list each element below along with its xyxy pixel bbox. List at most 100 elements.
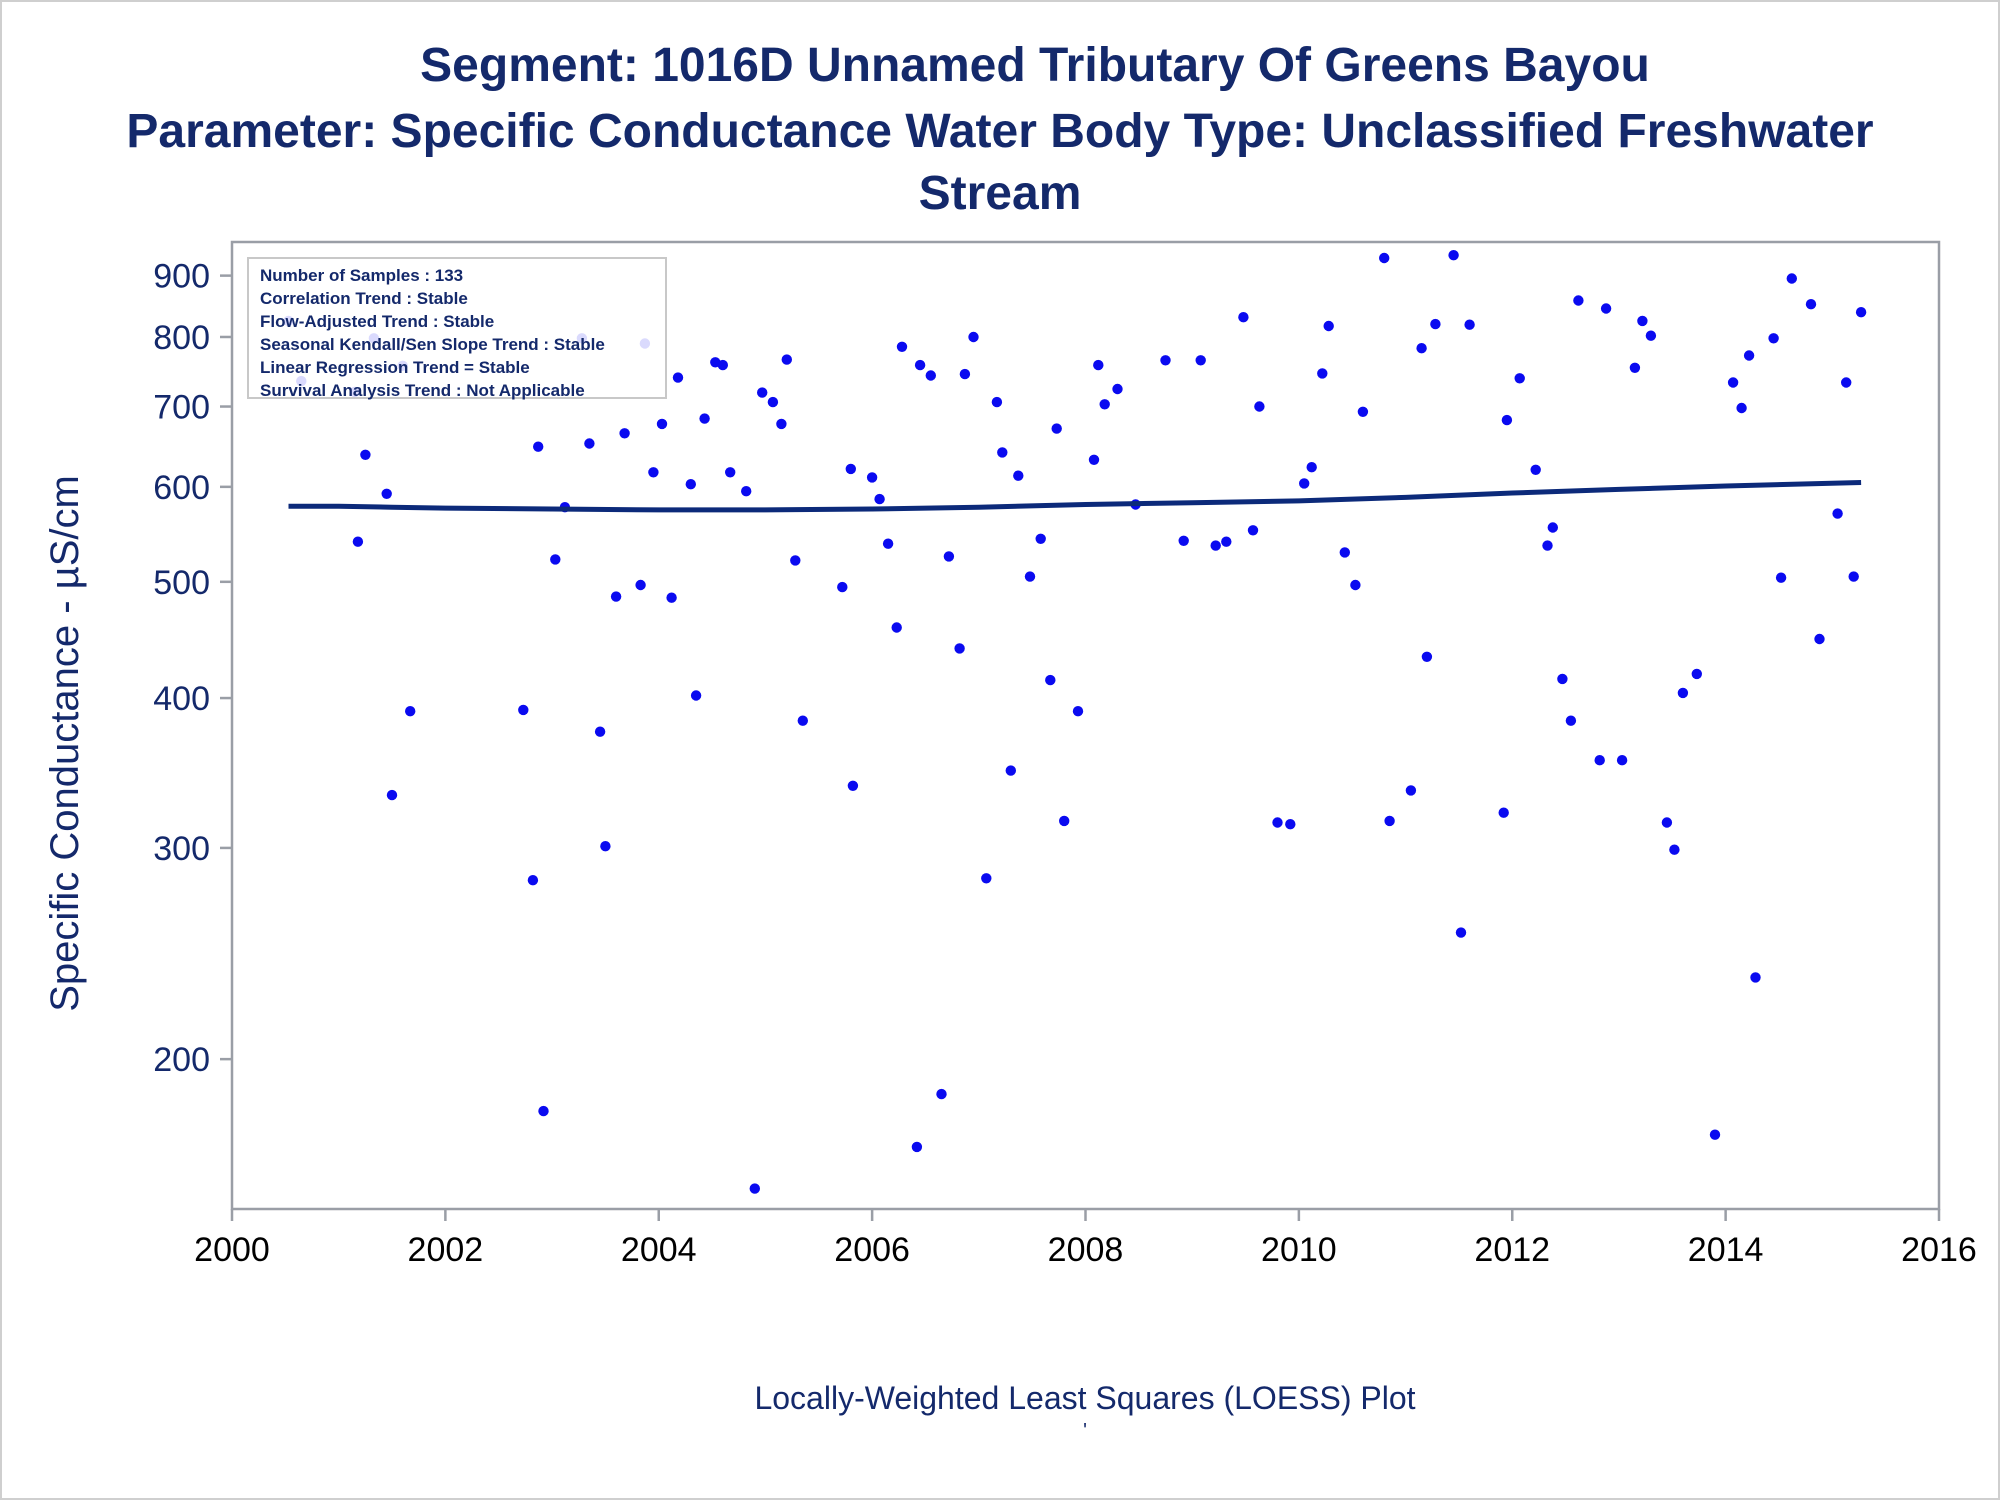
data-point [405,706,416,717]
data-point [1379,252,1390,264]
y-tick-label: 900 [153,258,210,296]
x-tick-label: 2002 [408,1231,484,1269]
data-point [690,690,702,701]
data-point [1350,579,1361,591]
data-point [1299,478,1310,489]
data-point [610,591,622,602]
data-point [538,1105,549,1117]
data-point [1210,540,1221,551]
data-point [1247,525,1259,536]
data-point [1339,547,1351,558]
data-point [866,472,878,483]
data-point [914,359,926,371]
data-point [1254,401,1265,412]
data-point [1743,350,1755,361]
data-point [1430,318,1441,330]
data-point [1455,927,1467,938]
data-point [1750,972,1761,983]
data-point [1448,250,1459,261]
data-point [1557,673,1568,685]
data-point [584,438,595,449]
loess-line [288,480,1862,513]
data-point [1727,377,1739,388]
y-tick-label: 600 [153,469,210,507]
data-point [352,536,364,547]
data-point [845,463,856,475]
data-point [1848,571,1859,582]
data-point [1464,319,1475,330]
data-point [936,1088,947,1100]
data-point [943,551,955,562]
data-point [797,715,808,726]
data-point [699,413,710,424]
data-point [1306,462,1317,473]
stats-inset-box [247,257,667,399]
data-point [527,875,539,886]
data-point [1059,815,1070,827]
data-point [1416,343,1427,354]
data-point [874,493,885,505]
data-point [1051,423,1062,434]
data-point [1221,536,1232,547]
data-point [1629,362,1641,373]
data-point [757,387,768,398]
data-point [1093,359,1104,371]
stats-inset-line: Correlation Trend : Stable [260,289,468,308]
x-tick-label: 2008 [1048,1231,1124,1269]
data-point [666,592,677,603]
data-point [1357,406,1369,417]
data-point [790,555,801,566]
data-point [1736,402,1747,414]
data-point [896,341,908,352]
data-point [1600,303,1612,314]
data-point [891,622,902,633]
x-tick-label: 2006 [834,1231,910,1269]
data-point [1285,819,1296,830]
y-tick-label: 700 [153,389,210,427]
data-point [717,359,728,371]
x-tick-label: 2000 [194,1231,270,1269]
y-tick-label: 800 [153,319,210,357]
data-point [959,368,971,380]
data-point [911,1141,923,1153]
data-point [1805,299,1817,310]
data-point [1099,399,1110,410]
data-point [1637,315,1648,327]
data-point [1384,815,1395,827]
stats-inset-line: Number of Samples : 133 [260,266,463,285]
data-point [600,841,611,852]
data-point [1768,333,1779,344]
data-point [1501,414,1513,426]
stats-inset: Number of Samples : 133 Correlation Trend… [247,257,667,400]
stats-inset-line: Flow-Adjusted Trend : Stable [260,312,494,331]
data-point [1514,373,1525,384]
data-point [991,396,1003,408]
stats-inset-line: Survival Analysis Trend : Not Applicable [260,381,585,400]
data-point [1594,755,1605,766]
data-point [1238,312,1249,323]
footnote-mark: ' [1083,1420,1087,1442]
data-point [594,726,606,737]
loess-layer [288,480,1862,513]
data-point [954,643,965,654]
data-point [1317,368,1328,379]
data-point [656,418,668,430]
data-point [635,579,646,591]
stats-inset-line: Linear Regression Trend = Stable [260,358,530,377]
data-point [882,538,894,549]
data-point [1616,755,1628,766]
data-point [837,581,848,593]
data-point [749,1183,760,1194]
data-point [925,370,936,381]
data-point [1421,651,1433,662]
chart-title-water-body: Stream [918,167,1082,220]
data-point [1160,355,1171,366]
data-point [1645,330,1657,341]
x-tick-label: 2010 [1261,1231,1337,1269]
data-point [550,554,561,565]
footnote-loess: Locally-Weighted Least Squares (LOESS) P… [754,1380,1416,1416]
data-point [1088,454,1100,465]
axes-layer: 2000 2002 2004 2006 2008 2010 2012 2014 2016 200 3… [43,240,1977,1269]
